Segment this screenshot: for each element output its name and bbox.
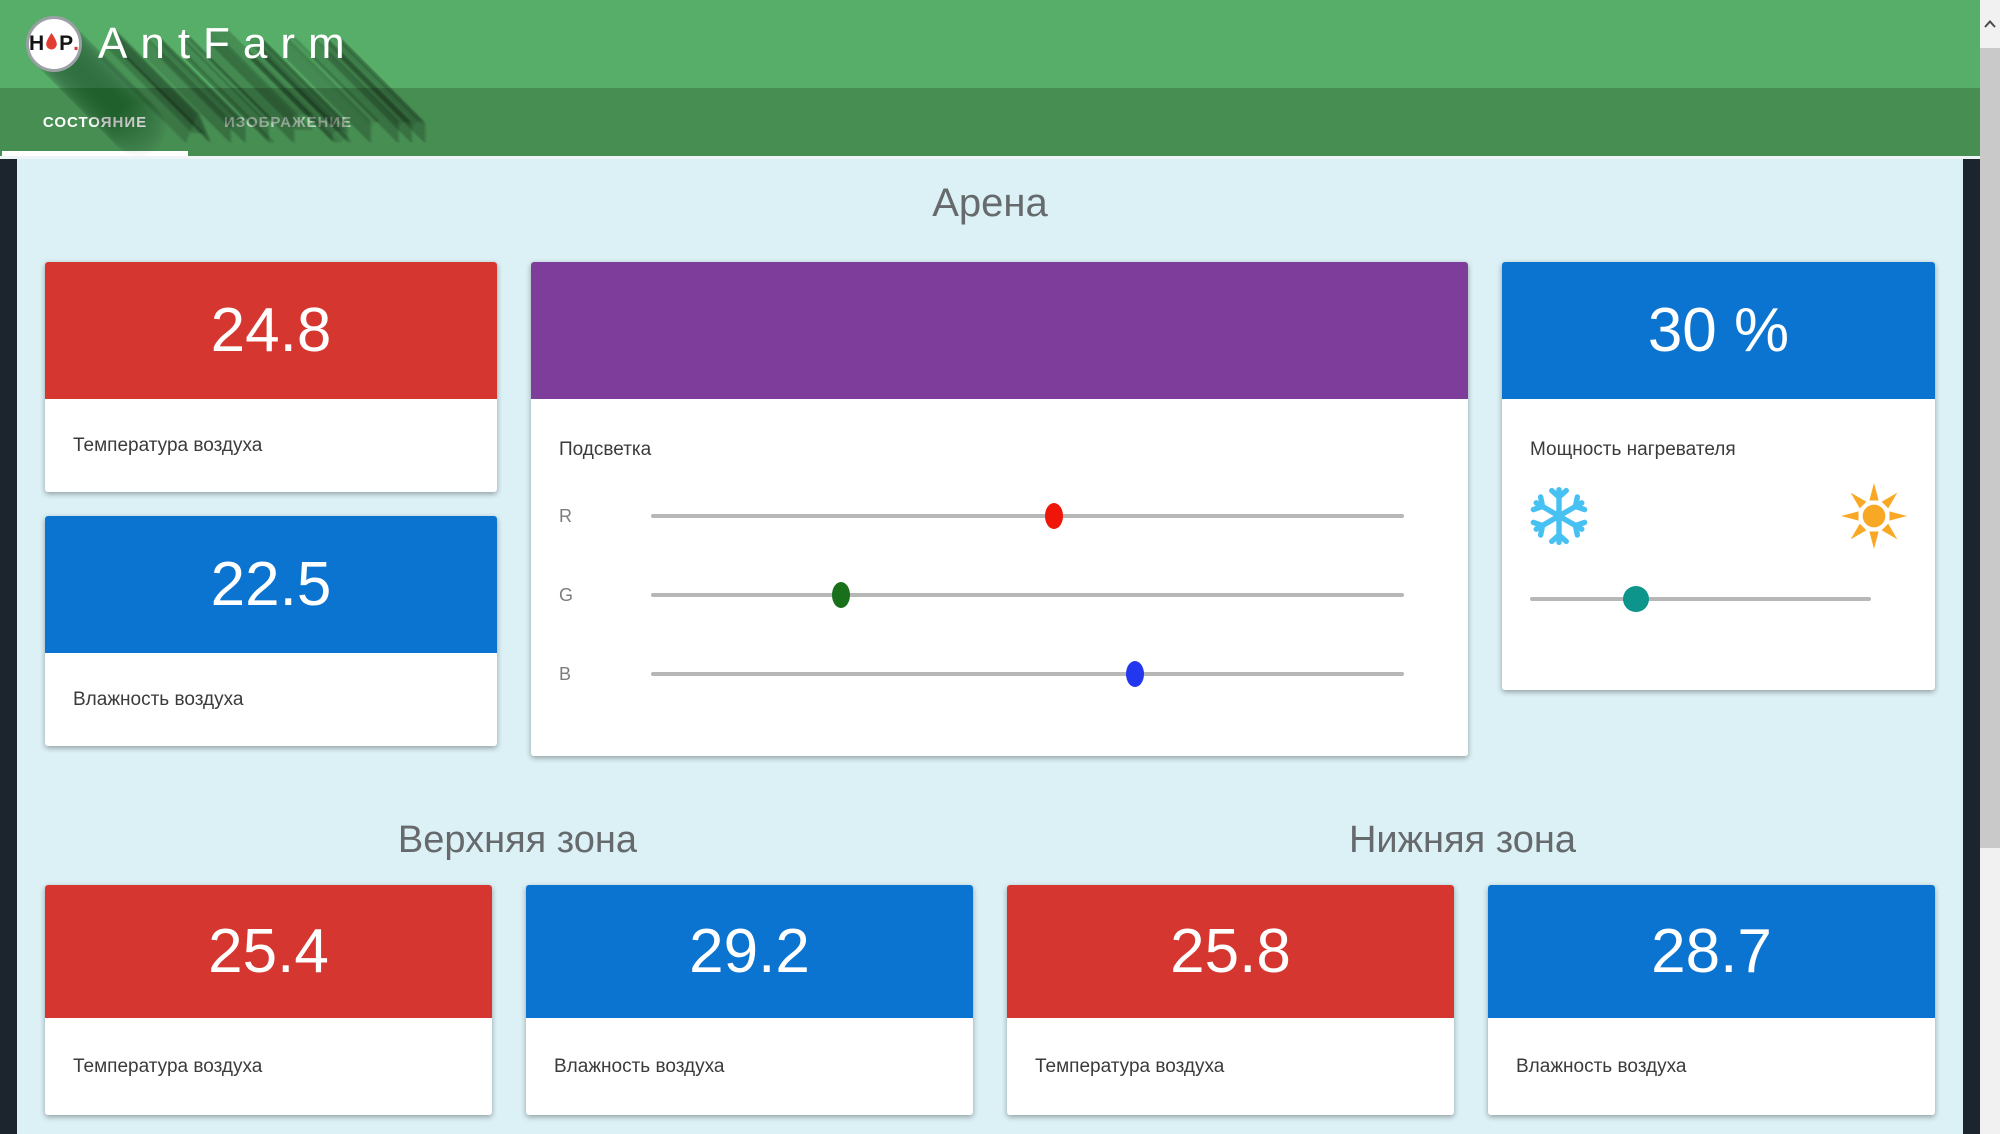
snowflake-icon [1530, 484, 1588, 553]
upper-zone-humidity-card: 29.2 Влажность воздуха [526, 885, 973, 1115]
backlight-body: Подсветка R G [531, 399, 1468, 756]
lower-zone-humidity-card: 28.7 Влажность воздуха [1488, 885, 1935, 1115]
arena-air-temperature-value: 24.8 [45, 262, 497, 399]
upper-zone-humidity-value: 29.2 [526, 885, 973, 1018]
heater-power-value: 30 % [1502, 262, 1935, 399]
logo-letter-right: P [59, 32, 74, 55]
lower-zone-temperature-card: 25.8 Температура воздуха [1007, 885, 1454, 1115]
channel-g-slider[interactable] [651, 582, 1404, 608]
tab-status[interactable]: СОСТОЯНИЕ [0, 88, 190, 156]
backlight-card: Подсветка R G [531, 262, 1468, 756]
heater-card: 30 % Мощность нагревателя [1502, 262, 1935, 690]
drop-icon [45, 33, 58, 55]
app-header: H P . AntFarm [0, 0, 1980, 88]
slider-track [651, 514, 1404, 518]
channel-r-slider[interactable] [651, 503, 1404, 529]
backlight-channel-row: R [559, 492, 1440, 540]
zones-grid: 25.4 Температура воздуха 29.2 Влажность … [45, 885, 1935, 1115]
upper-zone-temperature-card: 25.4 Температура воздуха [45, 885, 492, 1115]
lower-zone-title: Нижняя зона [1348, 819, 1577, 861]
lower-zone-temperature-label: Температура воздуха [1035, 1055, 1225, 1077]
lower-zone-humidity-value: 28.7 [1488, 885, 1935, 1018]
heater-icons-row [1530, 483, 1907, 554]
heater-power-slider[interactable] [1530, 586, 1871, 612]
upper-zone-temperature-label: Температура воздуха [73, 1055, 263, 1077]
backlight-color-preview [531, 262, 1468, 399]
heater-body: Мощность нагревателя [1502, 399, 1935, 690]
channel-r-label: R [559, 505, 572, 526]
tab-image[interactable]: ИЗОБРАЖЕНИЕ [224, 113, 353, 131]
channel-b-slider[interactable] [651, 661, 1404, 687]
upper-zone-title: Верхняя зона [397, 819, 638, 861]
arena-section-title: Арена [932, 181, 1048, 225]
backlight-channel-row: G [559, 571, 1440, 619]
heater-label: Мощность нагревателя [1530, 439, 1736, 460]
heater-slider-thumb[interactable] [1622, 586, 1649, 612]
channel-r-slider-thumb[interactable] [1044, 503, 1063, 529]
scroll-up-button[interactable] [1980, 0, 2000, 48]
logo-dot: . [73, 32, 80, 55]
arena-air-humidity-label: Влажность воздуха [73, 688, 244, 710]
vertical-scrollbar[interactable] [1980, 0, 2000, 1134]
slider-track [651, 593, 1404, 597]
arena-left-column: 24.8 Температура воздуха 22.5 Влажность … [45, 262, 497, 746]
arena-air-temperature-label: Температура воздуха [73, 434, 263, 456]
zone-titles-row: Верхняя зона Нижняя зона [45, 818, 1935, 862]
slider-track [651, 672, 1404, 676]
tab-bar: СОСТОЯНИЕ ИЗОБРАЖЕНИЕ [0, 88, 1980, 156]
channel-b-slider-thumb[interactable] [1126, 661, 1145, 687]
app-logo: H P . [26, 16, 82, 72]
backlight-label: Подсветка [559, 439, 652, 460]
logo-letter-left: H [28, 32, 45, 55]
backlight-channel-row: B [559, 650, 1440, 698]
channel-g-slider-thumb[interactable] [831, 582, 850, 608]
scroll-up-arrow-icon [1984, 15, 1996, 33]
arena-air-humidity-value: 22.5 [45, 516, 497, 653]
page: Арена 24.8 Температура воздуха 22.5 Влаж… [17, 159, 1963, 1134]
channel-b-label: B [559, 663, 572, 684]
content-frame: Арена 24.8 Температура воздуха 22.5 Влаж… [0, 156, 1980, 1134]
app-title: AntFarm [98, 19, 358, 68]
slider-track [1530, 597, 1871, 601]
channel-g-label: G [559, 584, 574, 605]
sun-icon [1841, 483, 1907, 554]
arena-air-temperature-card: 24.8 Температура воздуха [45, 262, 497, 492]
scrollbar-thumb[interactable] [1980, 48, 2000, 848]
lower-zone-temperature-value: 25.8 [1007, 885, 1454, 1018]
arena-grid: 24.8 Температура воздуха 22.5 Влажность … [45, 262, 1935, 756]
upper-zone-humidity-label: Влажность воздуха [554, 1055, 725, 1077]
lower-zone-humidity-label: Влажность воздуха [1516, 1055, 1687, 1077]
upper-zone-temperature-value: 25.4 [45, 885, 492, 1018]
arena-air-humidity-card: 22.5 Влажность воздуха [45, 516, 497, 746]
